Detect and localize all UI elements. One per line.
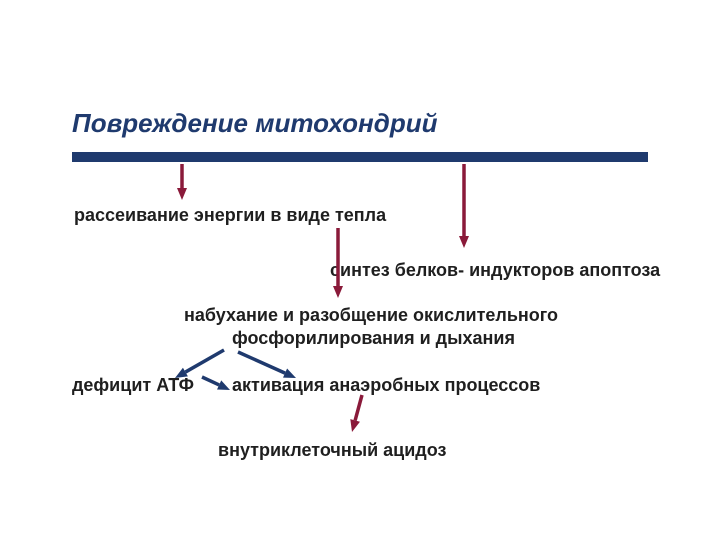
slide-canvas: Повреждение митохондрий рассеивание энер… xyxy=(0,0,720,540)
label-swelling-line1: набухание и разобщение окислительного xyxy=(184,305,558,326)
arrow-a2 xyxy=(452,152,476,260)
arrow-a3 xyxy=(326,216,350,310)
title-underline xyxy=(72,152,648,162)
arrow-a7 xyxy=(340,383,374,444)
label-intracellular-acidosis: внутриклеточный ацидоз xyxy=(218,440,446,461)
arrow-a1 xyxy=(170,152,194,212)
slide-title: Повреждение митохондрий xyxy=(72,108,437,139)
arrow-a6 xyxy=(190,365,242,402)
label-apoptosis-inductors: синтез белков- индукторов апоптоза xyxy=(330,260,660,281)
